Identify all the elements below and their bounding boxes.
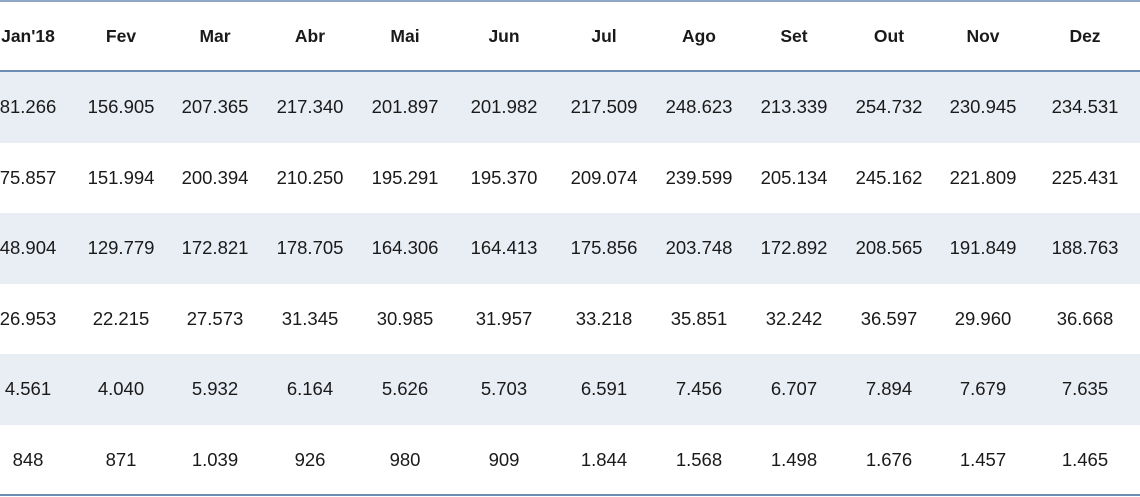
table-cell: 48.904 [0, 237, 57, 259]
table-cell: 31.957 [475, 307, 533, 329]
table-cell: 81.266 [0, 96, 57, 118]
table-cell: Abr [294, 25, 326, 46]
table-cell: 254.732 [855, 96, 923, 118]
table-cell: 75.857 [0, 166, 57, 188]
table-cell: 172.821 [181, 237, 249, 259]
table-cell: 217.509 [570, 96, 638, 118]
table-cell: 5.932 [191, 378, 239, 400]
table-cell: 1.498 [770, 448, 818, 470]
table-cell: 5.626 [381, 378, 429, 400]
table-cell: 7.456 [675, 378, 723, 400]
table-cell: Nov [966, 25, 1000, 46]
table-cell: Jan'18 [1, 25, 55, 46]
table-cell: 191.849 [949, 237, 1017, 259]
table-cell: 156.905 [87, 96, 155, 118]
table-cell: 6.164 [286, 378, 334, 400]
table-cell: 164.306 [371, 237, 439, 259]
table-cell: 164.413 [470, 237, 538, 259]
table-cell: 207.365 [181, 96, 249, 118]
table-cell: 230.945 [949, 96, 1017, 118]
table-cell: 32.242 [765, 307, 823, 329]
header-row: Jan'18 Fev Mar Abr Mai Jun Jul Ago Set Out Nov Dez [0, 2, 1140, 70]
table-cell: 909 [488, 448, 520, 470]
table-cell: 31.345 [281, 307, 339, 329]
table-cell: 1.844 [580, 448, 628, 470]
table-cell: 4.040 [97, 378, 145, 400]
table-cell: 36.668 [1056, 307, 1114, 329]
table-cell: 5.703 [480, 378, 528, 400]
table-cell: Fev [105, 25, 137, 46]
table-cell: 36.597 [860, 307, 918, 329]
table-cell: 248.623 [665, 96, 733, 118]
table-cell: Out [873, 25, 905, 46]
table-cell: 871 [105, 448, 137, 470]
table-cell: 33.218 [575, 307, 633, 329]
table-cell: 7.635 [1061, 378, 1109, 400]
bottom-border [0, 494, 1140, 496]
table-cell: 4.561 [4, 378, 52, 400]
table-cell: 210.250 [276, 166, 344, 188]
table-cell: 201.897 [371, 96, 439, 118]
table-cell: 151.994 [87, 166, 155, 188]
table-cell: Set [780, 25, 808, 46]
table-cell: 213.339 [760, 96, 828, 118]
table-cell: 35.851 [670, 307, 728, 329]
table-cell: 172.892 [760, 237, 828, 259]
table-cell: 200.394 [181, 166, 249, 188]
table-cell: Mar [199, 25, 231, 46]
table-cell: 6.591 [580, 378, 628, 400]
table-row: 48.904 129.779 172.821 178.705 164.306 164.41… [0, 213, 1140, 284]
table-cell: 22.215 [92, 307, 150, 329]
table-cell: 209.074 [570, 166, 638, 188]
table-cell: 201.982 [470, 96, 538, 118]
table-cell: 7.894 [865, 378, 913, 400]
table-cell: 217.340 [276, 96, 344, 118]
table-cell: 221.809 [949, 166, 1017, 188]
table-cell: 1.457 [959, 448, 1007, 470]
table-cell: 205.134 [760, 166, 828, 188]
table-cell: 188.763 [1051, 237, 1119, 259]
table-cell: 6.707 [770, 378, 818, 400]
table-cell: Mai [390, 25, 420, 46]
table-cell: 27.573 [186, 307, 244, 329]
table-cell: 1.676 [865, 448, 913, 470]
table-cell: 208.565 [855, 237, 923, 259]
table-cell: 1.465 [1061, 448, 1109, 470]
table-cell: 926 [294, 448, 326, 470]
table-row: 81.266 156.905 207.365 217.340 201.897 201.98… [0, 72, 1140, 143]
top-border [0, 0, 1140, 2]
table-cell: 225.431 [1051, 166, 1119, 188]
table-cell: Jul [591, 25, 617, 46]
table-cell: 175.856 [570, 237, 638, 259]
table-cell: 7.679 [959, 378, 1007, 400]
table-cell: 245.162 [855, 166, 923, 188]
table-row: 848 871 1.039 926 980 909 1.844 1.568 1.498 1.676… [0, 425, 1140, 496]
table-cell: 178.705 [276, 237, 344, 259]
table-cell: 848 [12, 448, 44, 470]
table-row: 26.953 22.215 27.573 31.345 30.985 31.957 33.2… [0, 284, 1140, 355]
table-cell: 129.779 [87, 237, 155, 259]
table-cell: 30.985 [376, 307, 434, 329]
table-cell: 1.039 [191, 448, 239, 470]
table-cell: 239.599 [665, 166, 733, 188]
table-cell: 1.568 [675, 448, 723, 470]
table-cell: 26.953 [0, 307, 57, 329]
table-cell: 195.291 [371, 166, 439, 188]
table-cell: Jun [488, 25, 520, 46]
table-cell: Dez [1069, 25, 1101, 46]
header-border [0, 70, 1140, 72]
table-cell: 29.960 [954, 307, 1012, 329]
table-cell: 195.370 [470, 166, 538, 188]
table-row: 4.561 4.040 5.932 6.164 5.626 5.703 6.591 7.456… [0, 354, 1140, 425]
table-cell: Ago [681, 25, 717, 46]
table-cell: 203.748 [665, 237, 733, 259]
table-row: 75.857 151.994 200.394 210.250 195.291 195.37… [0, 143, 1140, 214]
table-cell: 980 [389, 448, 421, 470]
table-cell: 234.531 [1051, 96, 1119, 118]
